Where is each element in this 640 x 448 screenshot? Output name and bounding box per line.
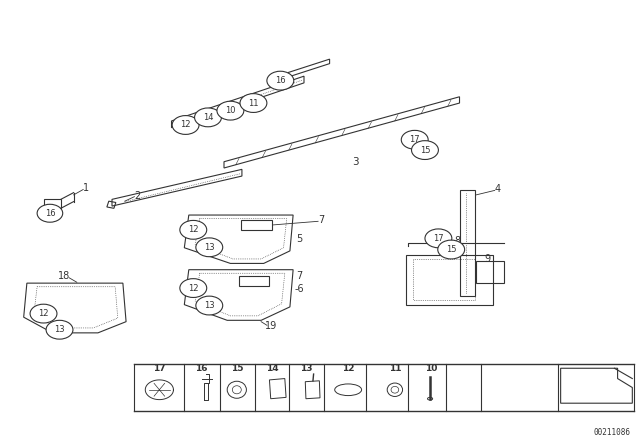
Text: 16: 16 xyxy=(275,76,285,85)
Circle shape xyxy=(37,204,63,222)
Text: 10: 10 xyxy=(425,364,438,373)
Text: 15: 15 xyxy=(420,146,430,155)
Text: 11: 11 xyxy=(248,99,259,108)
Text: 11: 11 xyxy=(388,364,401,373)
Text: 13: 13 xyxy=(54,325,65,334)
Text: 12: 12 xyxy=(342,364,355,373)
Text: 7: 7 xyxy=(296,271,302,280)
Text: 17: 17 xyxy=(410,135,420,144)
Text: 19: 19 xyxy=(264,321,277,331)
Text: 8: 8 xyxy=(454,236,461,246)
Text: 7: 7 xyxy=(318,215,324,225)
Text: 13: 13 xyxy=(204,301,214,310)
Text: 16: 16 xyxy=(195,364,208,373)
Text: 4: 4 xyxy=(495,184,501,194)
Text: 17: 17 xyxy=(433,234,444,243)
Circle shape xyxy=(267,71,294,90)
Text: 12: 12 xyxy=(38,309,49,318)
Circle shape xyxy=(401,130,428,149)
Text: 1: 1 xyxy=(83,183,90,193)
Text: 17: 17 xyxy=(153,364,166,373)
Circle shape xyxy=(412,141,438,159)
Ellipse shape xyxy=(428,397,433,400)
Circle shape xyxy=(425,229,452,248)
Circle shape xyxy=(196,296,223,315)
Text: 12: 12 xyxy=(188,284,198,293)
Text: 2: 2 xyxy=(134,191,141,201)
Circle shape xyxy=(196,238,223,257)
Text: 16: 16 xyxy=(45,209,55,218)
Circle shape xyxy=(240,94,267,112)
Text: 14: 14 xyxy=(203,113,213,122)
Circle shape xyxy=(217,101,244,120)
Circle shape xyxy=(195,108,221,127)
Circle shape xyxy=(438,240,465,259)
Text: 10: 10 xyxy=(225,106,236,115)
Text: 9: 9 xyxy=(484,254,491,264)
Text: 3: 3 xyxy=(352,157,358,167)
Text: 12: 12 xyxy=(188,225,198,234)
Circle shape xyxy=(180,279,207,297)
Text: 15: 15 xyxy=(446,245,456,254)
Text: 13: 13 xyxy=(300,364,313,373)
Circle shape xyxy=(180,220,207,239)
Circle shape xyxy=(30,304,57,323)
Text: -6: -6 xyxy=(294,284,304,294)
Text: 5: 5 xyxy=(296,234,303,244)
Circle shape xyxy=(46,320,73,339)
Text: 18: 18 xyxy=(58,271,70,281)
Text: 00211086: 00211086 xyxy=(593,428,630,437)
Text: 14: 14 xyxy=(266,364,278,373)
Text: 12: 12 xyxy=(180,121,191,129)
Text: 15: 15 xyxy=(230,364,243,373)
Text: 13: 13 xyxy=(204,243,214,252)
Circle shape xyxy=(172,116,199,134)
